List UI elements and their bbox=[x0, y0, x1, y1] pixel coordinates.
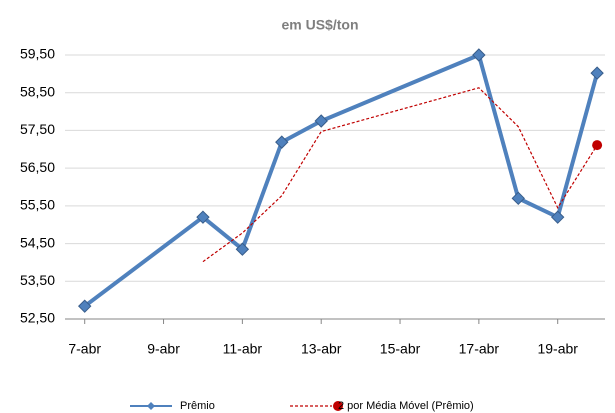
y-tick-label: 53,50 bbox=[20, 272, 55, 288]
point bbox=[472, 48, 486, 62]
point bbox=[511, 191, 525, 206]
y-tick-label: 56,50 bbox=[20, 159, 55, 175]
y-tick-label: 59,50 bbox=[20, 46, 55, 62]
y-tick-label: 57,50 bbox=[20, 121, 55, 137]
x-tick-label: 19-abr bbox=[537, 341, 578, 357]
chart-subtitle: em US$/ton bbox=[281, 17, 358, 33]
point bbox=[235, 242, 250, 256]
y-tick-label: 54,50 bbox=[20, 234, 55, 250]
point bbox=[592, 140, 603, 151]
x-tick-label: 15-abr bbox=[380, 341, 421, 357]
point bbox=[275, 135, 289, 149]
legend-marker bbox=[333, 401, 343, 411]
x-tick-label: 9-abr bbox=[147, 341, 180, 357]
x-tick-label: 13-abr bbox=[301, 341, 342, 357]
series-line bbox=[202, 87, 598, 263]
x-tick-label: 11-abr bbox=[223, 341, 263, 357]
y-tick-label: 52,50 bbox=[20, 310, 55, 326]
point bbox=[78, 299, 92, 313]
x-tick-label: 7-abr bbox=[68, 341, 101, 357]
point bbox=[550, 210, 565, 224]
y-tick-label: 55,50 bbox=[20, 197, 55, 213]
legend-marker bbox=[147, 402, 155, 410]
legend-label: Prêmio bbox=[180, 400, 215, 412]
point bbox=[196, 210, 210, 224]
point bbox=[590, 66, 604, 80]
y-tick-label: 58,50 bbox=[20, 83, 55, 99]
x-tick-label: 17-abr bbox=[459, 341, 500, 357]
point bbox=[314, 114, 328, 128]
legend-label: 2 por Média Móvel (Prêmio) bbox=[338, 400, 474, 412]
